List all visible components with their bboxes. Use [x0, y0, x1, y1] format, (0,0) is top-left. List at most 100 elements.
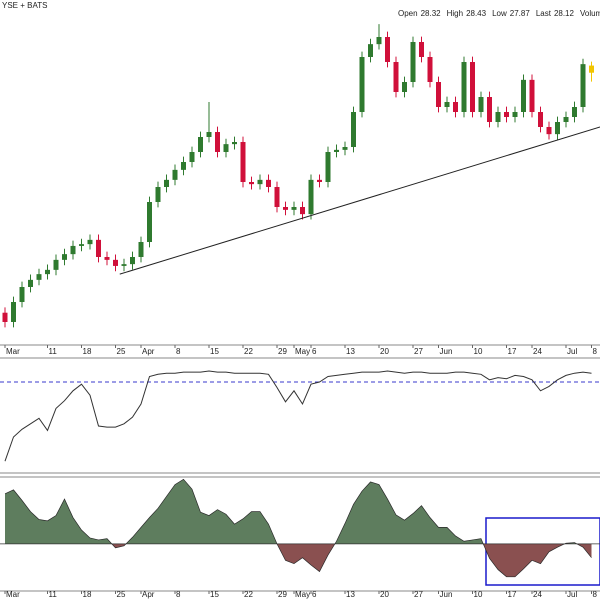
candle-body	[11, 302, 16, 322]
x-tick-label: 18	[83, 590, 92, 599]
candle-body	[529, 79, 535, 112]
candle-body	[342, 147, 348, 150]
trendline	[119, 126, 600, 275]
x-tick-label: 18	[83, 347, 92, 356]
candle-body	[351, 112, 356, 147]
exchange-label: YSE + BATS	[2, 1, 47, 10]
x-tick-label: 22	[244, 347, 253, 356]
x-tick-label: 11	[49, 590, 58, 599]
x-tick-label: 27	[414, 347, 423, 356]
candle-body	[546, 127, 552, 135]
candle-body	[257, 179, 263, 185]
legend-value: 28.12	[554, 9, 575, 18]
candle-body	[181, 162, 186, 170]
x-tick-label: Apr	[142, 347, 155, 356]
indicator-line	[4, 370, 592, 462]
candle-body	[555, 122, 560, 135]
candle-body	[249, 182, 254, 185]
candle-body	[147, 202, 152, 242]
candle-body	[172, 169, 178, 180]
candle-body	[317, 179, 322, 182]
x-tick-label: 8	[176, 590, 181, 599]
x-tick-label: 17	[508, 590, 517, 599]
x-tick-label: 8	[176, 347, 181, 356]
candle-body	[283, 207, 288, 210]
legend-label: High	[447, 9, 463, 18]
candle-body	[393, 62, 399, 92]
x-tick-label: 29	[278, 590, 287, 599]
candle-body	[19, 287, 25, 302]
x-tick-label: 27	[414, 590, 423, 599]
candle-body	[79, 244, 84, 246]
x-tick-label: 13	[346, 590, 355, 599]
x-tick-label: 13	[346, 347, 355, 356]
x-tick-label: 10	[474, 347, 483, 356]
candle-body	[325, 152, 331, 182]
candle-body	[291, 207, 297, 210]
candle-body	[563, 117, 569, 122]
x-tick-label: Jul	[567, 347, 577, 356]
candle-body	[334, 149, 339, 152]
candle-body	[495, 112, 501, 122]
candle-body	[206, 132, 212, 137]
legend-label: Open	[398, 9, 418, 18]
candle-body	[138, 242, 144, 257]
x-tick-label: 25	[117, 590, 126, 599]
x-tick-label: 24	[533, 347, 542, 356]
x-tick-label: May	[295, 590, 310, 599]
candle-body	[223, 144, 229, 152]
legend-value: 27.87	[510, 9, 531, 18]
candle-body	[572, 107, 577, 117]
candle-body	[410, 42, 416, 82]
legend-value: 28.43	[466, 9, 487, 18]
x-tick-label: 8	[593, 590, 598, 599]
x-tick-label: 10	[474, 590, 483, 599]
x-tick-label: 25	[117, 347, 126, 356]
candle-body	[419, 42, 424, 57]
plot-layer: Mar Mar 11 11 18 18 25 25 Apr Apr 8 8 15 15 22 22 29 29 Ma…	[0, 24, 600, 599]
x-tick-label: Apr	[142, 590, 155, 599]
candle-body	[376, 37, 382, 45]
candle-body	[538, 112, 543, 127]
x-tick-label: May	[295, 347, 310, 356]
x-tick-label: Jul	[567, 590, 577, 599]
oscillator-area	[5, 479, 592, 577]
candle-body	[385, 37, 390, 62]
x-tick-label: 15	[210, 590, 219, 599]
x-tick-label: 15	[210, 347, 219, 356]
highlight-box	[485, 517, 600, 586]
candle-body	[87, 239, 93, 245]
x-tick-label: 6	[312, 347, 317, 356]
candle-body	[121, 264, 127, 266]
candle-body	[368, 44, 373, 57]
candle-body	[521, 79, 526, 112]
candle-body	[130, 257, 135, 265]
candle-body	[308, 179, 314, 215]
candle-body	[478, 97, 484, 112]
candle-body	[155, 187, 161, 202]
candle-body	[2, 312, 8, 322]
x-tick-label: 8	[593, 347, 598, 356]
candle-body	[266, 179, 271, 187]
legend-label: Last	[536, 9, 552, 18]
candle-body	[198, 137, 203, 152]
x-tick-label: Jun	[440, 347, 453, 356]
candle-body	[487, 97, 492, 122]
x-tick-label: 17	[508, 347, 517, 356]
candle-body	[512, 112, 518, 117]
x-tick-label: Jun	[440, 590, 453, 599]
x-tick-label: Mar	[6, 590, 20, 599]
candle-body	[461, 62, 467, 112]
candle-body	[28, 279, 33, 287]
candle-body	[36, 274, 42, 280]
x-tick-label: 29	[278, 347, 287, 356]
oscillator-outline	[4, 478, 592, 578]
candle-body	[436, 82, 441, 107]
candle-body	[453, 102, 458, 112]
candle-body	[359, 57, 365, 112]
candle-body	[444, 102, 450, 107]
x-tick-label: 22	[244, 590, 253, 599]
x-tick-label: 6	[312, 590, 317, 599]
